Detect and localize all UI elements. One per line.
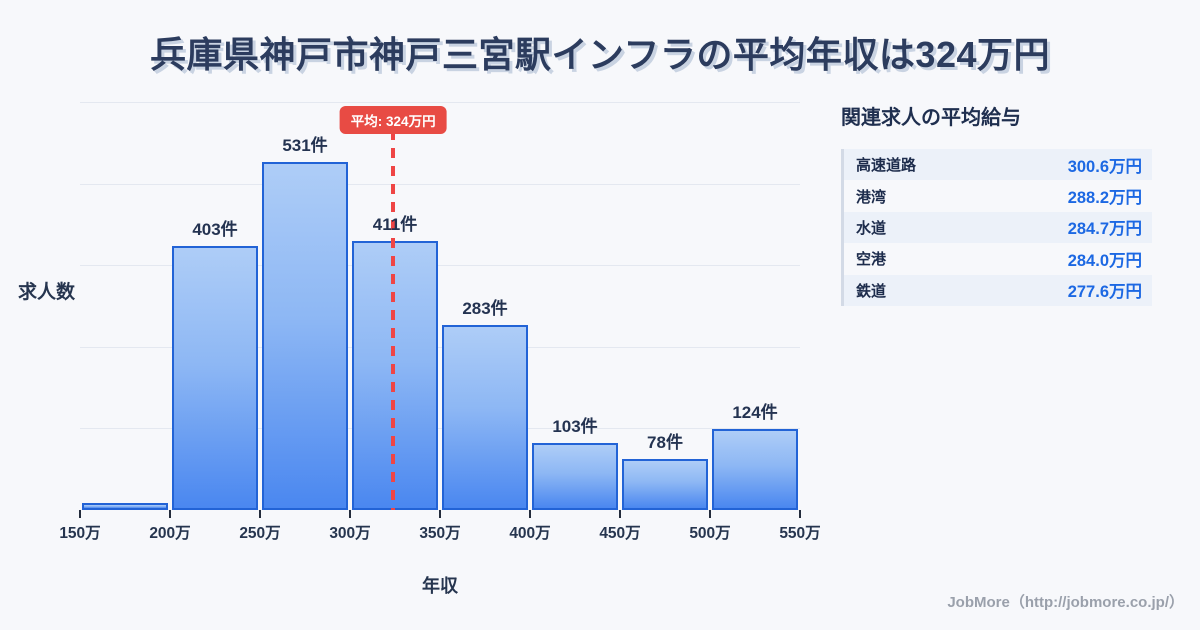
related-value: 284.7万円	[1067, 220, 1142, 239]
x-tick	[79, 510, 81, 518]
gridline	[80, 428, 800, 430]
chart-plot: 403件 531件 411件 283件 103件 78件 124件 平均: 324万円	[80, 102, 800, 510]
x-tick-label: 550万	[779, 525, 821, 542]
histogram-bar	[172, 246, 258, 510]
related-row: 港湾 288.2万円	[844, 180, 1152, 211]
x-tick	[439, 510, 441, 518]
related-name: 水道	[856, 219, 887, 237]
x-tick	[709, 510, 711, 518]
bar-value-label: 411件	[372, 214, 418, 234]
related-row: 高速道路 300.6万円	[844, 149, 1152, 181]
gridline	[80, 265, 800, 267]
related-value: 300.6万円	[1067, 157, 1142, 176]
related-panel-heading: 関連求人の平均給与	[841, 107, 1021, 129]
histogram-bar	[532, 442, 618, 510]
bar-value-label: 283件	[462, 298, 508, 318]
x-tick-label: 450万	[599, 525, 641, 542]
related-list: 高速道路 300.6万円港湾 288.2万円水道 284.7万円空港 284.0万円鉄道…	[841, 149, 1152, 306]
x-tick	[529, 510, 531, 518]
bar-value-label: 403件	[192, 220, 238, 240]
bar-value-label: 78件	[647, 432, 683, 452]
x-tick-label: 150万	[59, 525, 101, 542]
gridline	[80, 102, 800, 103]
related-name: 高速道路	[856, 157, 917, 175]
histogram-bar	[82, 503, 168, 510]
histogram-bar	[712, 428, 798, 510]
gridline	[80, 346, 800, 348]
x-tick-label: 300万	[329, 525, 371, 542]
x-tick-label: 500万	[689, 525, 731, 542]
x-tick	[619, 510, 621, 518]
related-name: 港湾	[856, 188, 887, 206]
related-row: 空港 284.0万円	[844, 243, 1152, 274]
related-value: 288.2万円	[1067, 189, 1142, 208]
histogram-bar	[622, 458, 708, 510]
x-tick-label: 400万	[509, 525, 551, 542]
x-tick-label: 350万	[419, 525, 461, 542]
footer-credit: JobMore（http://jobmore.co.jp/）	[947, 594, 1184, 611]
y-axis-label: 求人数	[18, 282, 76, 303]
related-value: 277.6万円	[1067, 283, 1142, 302]
x-tick-label: 200万	[149, 525, 191, 542]
related-name: 空港	[856, 251, 887, 269]
histogram-bar	[262, 162, 348, 510]
x-tick-label: 250万	[239, 525, 281, 542]
x-tick	[799, 510, 801, 518]
related-row: 鉄道 277.6万円	[844, 274, 1152, 306]
page-title: 兵庫県神戸市神戸三宮駅インフラの平均年収は324万円	[150, 34, 1050, 75]
x-tick	[259, 510, 261, 518]
gridline	[80, 183, 800, 185]
histogram-bar	[442, 324, 528, 510]
x-axis-label: 年収	[422, 576, 458, 596]
average-line	[391, 130, 396, 510]
bar-value-label: 531件	[282, 136, 328, 156]
bar-value-label: 124件	[732, 402, 778, 422]
average-badge: 平均: 324万円	[339, 106, 447, 134]
x-tick	[169, 510, 171, 518]
bar-value-label: 103件	[552, 416, 598, 436]
related-row: 水道 284.7万円	[844, 211, 1152, 244]
x-tick	[349, 510, 351, 518]
related-name: 鉄道	[856, 282, 887, 300]
related-value: 284.0万円	[1067, 251, 1142, 270]
